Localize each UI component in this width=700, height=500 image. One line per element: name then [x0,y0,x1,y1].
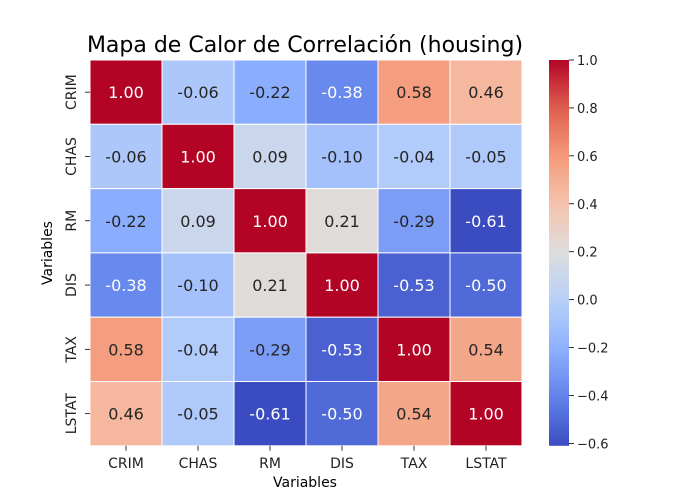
y-axis-label: Variables [40,221,56,285]
heatmap-cell [449,316,523,383]
y-tick-labels: CRIM CHAS RM DIS TAX LSTAT [64,74,90,434]
cell-value-label: 1.00 [468,405,504,424]
heatmap-cell [161,188,235,254]
cell-value-label: -0.29 [249,340,290,359]
y-tick-label: CHAS [64,137,80,176]
heatmap-cell [377,252,451,318]
heatmap-cell [305,316,379,383]
colorbar-tick-label: 0.6 [577,150,598,165]
x-tick-label: TAX [400,456,428,472]
heatmap-cell [449,381,523,447]
heatmap-cell [305,123,379,190]
cell-value-label: -0.06 [177,83,218,102]
y-tick-label: LSTAT [64,393,80,435]
heatmap-cell [305,59,379,125]
cell-value-label: -0.53 [393,276,434,295]
cell-value-label: -0.06 [105,147,146,166]
x-tick-label: RM [259,456,281,472]
cell-value-label: -0.05 [177,405,218,424]
cell-value-label: 0.46 [108,405,144,424]
heatmap-cell [89,316,163,383]
colorbar-tick-label: 1.0 [577,54,598,69]
heatmap-cell [449,59,523,125]
x-axis-label: Variables [273,475,337,491]
colorbar-tick-label: −0.2 [577,342,609,357]
cell-value-label: 0.09 [180,212,216,231]
cell-value-label: 1.00 [108,83,144,102]
cell-value-label: -0.61 [465,212,506,231]
cell-value-label: -0.50 [465,276,506,295]
heatmap-cell [377,316,451,383]
cell-value-label: 0.54 [396,405,432,424]
cell-value-label: -0.50 [321,405,362,424]
x-tick-label: LSTAT [465,456,507,472]
cell-value-label: -0.22 [249,83,290,102]
cell-value-label: -0.05 [465,147,506,166]
colorbar-gradient [549,60,569,446]
cell-value-label: -0.10 [321,147,362,166]
x-tick-label: CRIM [108,456,144,472]
y-tick-label: RM [64,210,80,232]
cell-value-label: 0.54 [468,340,504,359]
cell-value-label: 1.00 [180,147,216,166]
colorbar: 1.0 0.8 0.6 0.4 0.2 0.0 −0.2 −0.4 −0.6 [549,54,609,452]
heatmap-cell [233,316,307,383]
chart-title: Mapa de Calor de Correlación (housing) [87,33,523,58]
heatmap-cell [449,123,523,190]
y-tick-label: CRIM [64,74,80,110]
y-tick-label: TAX [64,336,80,364]
heatmap-cell [89,59,163,125]
cell-value-label: 0.21 [324,212,360,231]
heatmap-cell [449,188,523,254]
heatmap-cell [89,381,163,447]
heatmap-cell [161,252,235,318]
x-tick-labels: CRIM CHAS RM DIS TAX LSTAT [108,445,507,472]
heatmap-cells: 1.00 -0.06 -0.22 -0.38 0.58 0.46 -0.06 1.00 0.09… [89,59,523,447]
colorbar-tick-label: 0.4 [577,198,598,213]
heatmap-cell [377,188,451,254]
cell-value-label: -0.61 [249,405,290,424]
cell-value-label: 0.46 [468,83,504,102]
heatmap-cell [305,188,379,254]
colorbar-tick-label: −0.6 [577,437,609,452]
heatmap-cell [161,59,235,125]
colorbar-tick-label: 0.8 [577,102,598,117]
heatmap-cell [233,252,307,318]
cell-value-label: 0.21 [252,276,288,295]
cell-value-label: -0.53 [321,340,362,359]
cell-value-label: -0.10 [177,276,218,295]
cell-value-label: 1.00 [324,276,360,295]
cell-value-label: -0.04 [393,147,434,166]
cell-value-label: 0.58 [108,340,144,359]
cell-value-label: -0.38 [321,83,362,102]
cell-value-label: 0.09 [252,147,288,166]
heatmap-cell [161,123,235,190]
colorbar-tick-label: 0.2 [577,246,598,261]
heatmap-cell [305,252,379,318]
cell-value-label: -0.29 [393,212,434,231]
cell-value-label: 1.00 [396,340,432,359]
heatmap-cell [233,59,307,125]
heatmap-cell [449,252,523,318]
cell-value-label: 1.00 [252,212,288,231]
y-tick-label: DIS [64,273,80,297]
cell-value-label: 0.58 [396,83,432,102]
x-tick-label: DIS [330,456,354,472]
x-tick-label: CHAS [179,456,218,472]
cell-value-label: -0.38 [105,276,146,295]
colorbar-tick-label: −0.4 [577,389,609,404]
cell-value-label: -0.04 [177,340,218,359]
colorbar-tick-label: 0.0 [577,294,598,309]
cell-value-label: -0.22 [105,212,146,231]
heatmap-cell [89,252,163,318]
